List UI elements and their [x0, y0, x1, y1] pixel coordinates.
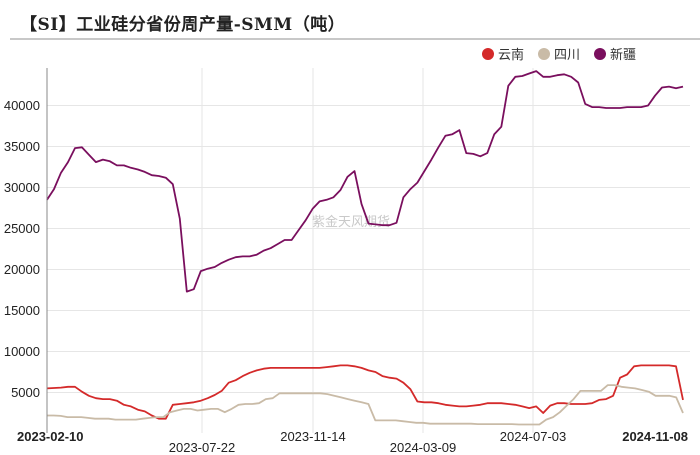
y-tick-label: 10000	[4, 344, 40, 359]
series-lines	[46, 70, 684, 426]
legend: 云南 四川 新疆	[482, 44, 636, 63]
y-axis: 5000 10000 15000 20000 25000 30000 35000 40000	[4, 98, 40, 400]
legend-swatch-icon	[538, 47, 551, 60]
y-tick-label: 5000	[11, 385, 40, 400]
legend-item-sichuan[interactable]: 四川	[538, 44, 580, 63]
legend-label: 云南	[498, 47, 525, 62]
series-line-云南	[46, 364, 684, 420]
y-tick-label: 40000	[4, 98, 40, 113]
legend-label: 新疆	[610, 47, 637, 62]
series-line-新疆	[46, 70, 684, 293]
x-tick-label: 2024-11-08	[622, 429, 688, 444]
x-tick-label: 2023-07-22	[169, 440, 236, 455]
x-tick-label: 2024-07-03	[500, 429, 567, 444]
series-line-四川	[47, 384, 684, 426]
x-tick-label: 2024-03-09	[390, 440, 457, 455]
legend-swatch-icon	[594, 47, 607, 60]
legend-item-xinjiang[interactable]: 新疆	[594, 44, 636, 63]
legend-swatch-icon	[482, 47, 494, 60]
y-tick-label: 25000	[4, 221, 40, 236]
y-tick-label: 20000	[4, 262, 40, 277]
chart-title: 【SI】工业硅分省份周产量-SMM（吨）	[20, 15, 346, 35]
watermark: 紫金天风期货	[312, 214, 390, 230]
y-tick-label: 35000	[4, 139, 40, 154]
title-divider	[10, 38, 700, 40]
legend-label: 四川	[554, 47, 581, 62]
x-tick-label: 2023-11-14	[280, 429, 346, 444]
x-axis: 2023-02-10 2023-07-22 2023-11-14 2024-03-09…	[17, 429, 688, 455]
legend-item-yunnan[interactable]: 云南	[482, 44, 524, 63]
gridlines	[47, 68, 690, 433]
x-tick-label: 2023-02-10	[17, 429, 84, 444]
y-tick-label: 15000	[4, 303, 40, 318]
y-tick-label: 30000	[4, 180, 40, 195]
